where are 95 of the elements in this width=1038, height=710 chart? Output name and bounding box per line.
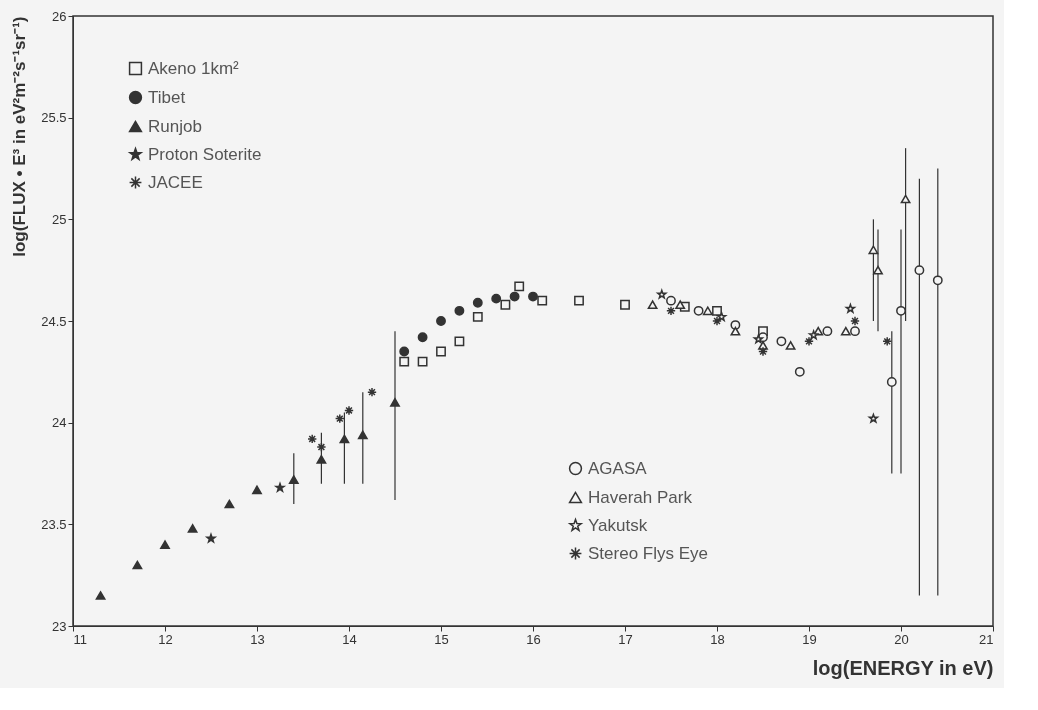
point bbox=[868, 245, 879, 255]
point bbox=[675, 300, 686, 310]
point bbox=[808, 330, 819, 340]
point bbox=[886, 377, 897, 387]
point bbox=[224, 499, 235, 509]
y-axis-title: log(FLUX • E³ in eV²m⁻²s⁻¹sr⁻¹) bbox=[10, 16, 30, 257]
point bbox=[868, 413, 879, 423]
legend-label: Runjob bbox=[148, 116, 202, 136]
x-tick-label: 11 bbox=[73, 631, 87, 647]
point bbox=[620, 299, 630, 310]
point bbox=[794, 366, 805, 377]
y-tick-label: 24.5 bbox=[41, 313, 67, 329]
y-tick-label: 24 bbox=[52, 415, 67, 431]
x-tick-label: 16 bbox=[526, 631, 541, 647]
y-tick-label: 25.5 bbox=[41, 110, 67, 126]
point bbox=[454, 336, 465, 347]
legend-label: Akeno 1km² bbox=[148, 58, 240, 78]
x-tick-label: 13 bbox=[250, 631, 265, 647]
point bbox=[334, 413, 345, 424]
point bbox=[712, 305, 722, 316]
point bbox=[436, 346, 446, 357]
legend-label: Haverah Park bbox=[588, 487, 693, 507]
point bbox=[436, 316, 446, 326]
y-tick-label: 26 bbox=[52, 8, 67, 24]
point bbox=[509, 291, 520, 302]
point bbox=[491, 293, 502, 304]
legend-label: JACEE bbox=[148, 172, 203, 192]
point bbox=[666, 305, 676, 316]
x-tick-label: 20 bbox=[894, 631, 909, 647]
point bbox=[307, 434, 318, 444]
y-tick-label: 25 bbox=[52, 211, 67, 227]
x-tick-label: 12 bbox=[158, 631, 173, 647]
point bbox=[472, 312, 483, 322]
point bbox=[275, 482, 285, 492]
point bbox=[160, 540, 170, 550]
point bbox=[367, 387, 377, 398]
point bbox=[252, 485, 262, 495]
legend-label: Proton Soterite bbox=[148, 144, 262, 164]
x-tick-label: 14 bbox=[342, 631, 357, 647]
x-tick-label: 17 bbox=[618, 631, 633, 647]
x-tick-label: 15 bbox=[434, 631, 449, 647]
point bbox=[753, 334, 764, 344]
point bbox=[882, 336, 893, 347]
point bbox=[730, 326, 741, 336]
point bbox=[574, 295, 584, 306]
x-tick-label: 21 bbox=[979, 631, 994, 647]
point bbox=[187, 524, 198, 533]
point bbox=[900, 194, 911, 204]
point bbox=[316, 442, 327, 452]
point bbox=[693, 305, 704, 316]
point bbox=[776, 336, 787, 347]
point bbox=[288, 475, 299, 484]
point bbox=[716, 312, 727, 322]
point bbox=[845, 303, 856, 313]
point bbox=[339, 434, 350, 444]
point bbox=[822, 326, 833, 337]
point bbox=[850, 316, 860, 326]
point bbox=[95, 591, 106, 600]
point bbox=[758, 346, 768, 357]
point bbox=[206, 533, 216, 543]
x-tick-label: 19 bbox=[802, 631, 817, 647]
y-tick-label: 23.5 bbox=[41, 516, 67, 532]
point bbox=[454, 305, 465, 316]
x-tick-label: 18 bbox=[710, 631, 725, 647]
x-axis-title: log(ENERGY in eV) bbox=[812, 656, 994, 679]
point bbox=[357, 430, 368, 440]
point bbox=[399, 346, 410, 357]
point bbox=[500, 299, 511, 310]
point bbox=[840, 326, 851, 336]
y-tick-label: 23 bbox=[52, 618, 67, 634]
point bbox=[850, 326, 860, 337]
point bbox=[896, 305, 906, 316]
legend-label: Yakutsk bbox=[588, 515, 648, 535]
point bbox=[316, 454, 327, 464]
point bbox=[528, 291, 538, 302]
point bbox=[702, 306, 713, 316]
point bbox=[132, 560, 143, 570]
point bbox=[399, 356, 410, 367]
point bbox=[914, 265, 925, 276]
point bbox=[712, 316, 722, 326]
legend-label: Tibet bbox=[148, 87, 186, 107]
point bbox=[804, 336, 814, 347]
point bbox=[472, 297, 483, 308]
legend-label: Stereo Flys Eye bbox=[588, 543, 708, 563]
legend-label: AGASA bbox=[588, 458, 648, 478]
point bbox=[873, 265, 883, 275]
point bbox=[932, 275, 943, 286]
point bbox=[666, 295, 676, 306]
point bbox=[417, 332, 428, 343]
point bbox=[537, 295, 548, 306]
point bbox=[417, 356, 428, 367]
point bbox=[785, 341, 796, 350]
point bbox=[514, 281, 525, 292]
point bbox=[647, 300, 658, 310]
point bbox=[390, 397, 400, 407]
